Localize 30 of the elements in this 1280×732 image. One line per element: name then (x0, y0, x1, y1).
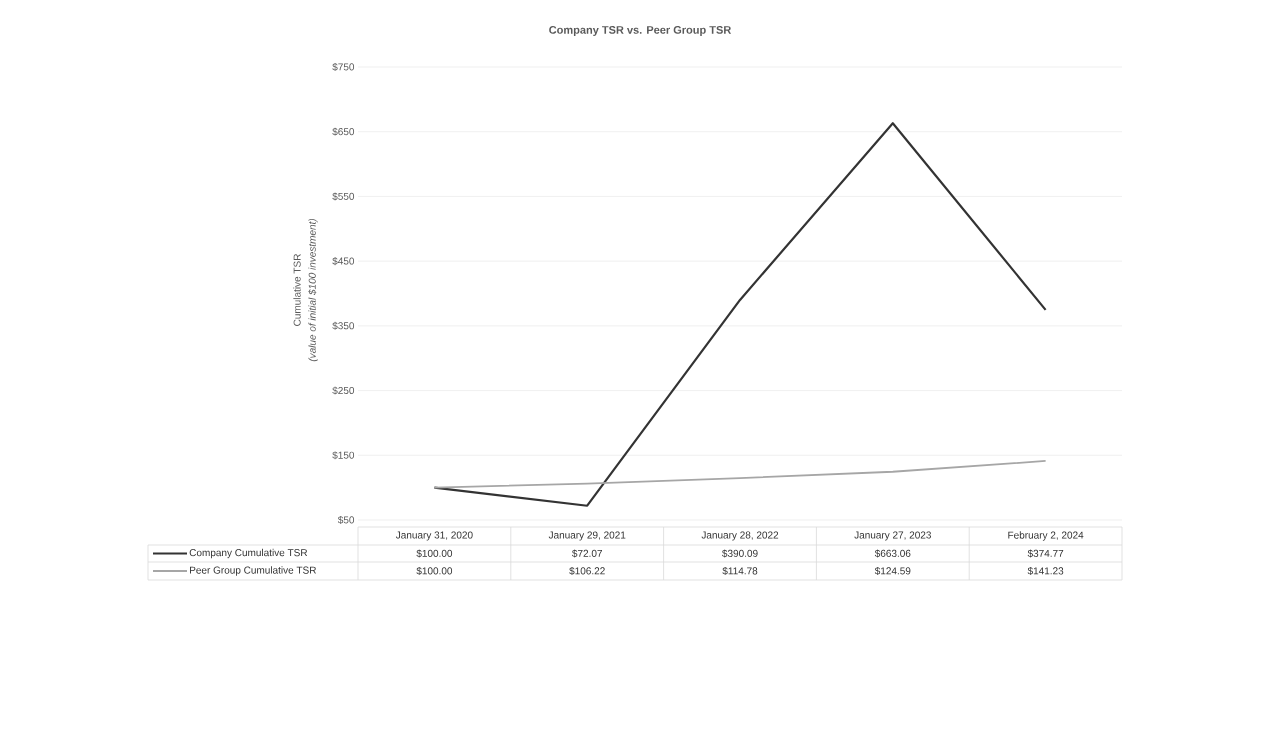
line-series (433, 460, 1047, 489)
y-tick-label: $550 (332, 192, 355, 201)
x-tick-label: January 28, 2022 (701, 531, 779, 541)
data-label: $100.00 (416, 566, 453, 576)
y-tick-label: $150 (332, 451, 355, 460)
data-label: $663.06 (874, 549, 911, 558)
data-label: $124.59 (874, 566, 911, 576)
data-label: $114.78 (722, 566, 758, 576)
data-label: $374.77 (1027, 549, 1064, 558)
y-tick-label: $650 (332, 127, 355, 136)
x-tick-label: February 2, 2024 (1008, 531, 1084, 541)
legend-label: Peer Group Cumulative TSR (190, 566, 316, 576)
data-label: $390.09 (722, 549, 758, 558)
y-axis-title: Cumulative TSR (293, 254, 301, 326)
data-label: $141.23 (1027, 566, 1064, 576)
data-label: $100.00 (416, 549, 453, 558)
y-tick-label: $50 (337, 515, 355, 525)
x-tick-label: January 29, 2021 (548, 531, 626, 541)
x-tick-label: January 31, 2020 (395, 531, 473, 541)
data-label: $72.07 (572, 549, 602, 558)
text: (value of initial $100 investment) (308, 218, 318, 362)
y-tick-label: $250 (332, 386, 355, 395)
y-tick-label: $450 (332, 257, 355, 266)
data-label: $106.22 (569, 566, 605, 576)
chart-title: Company TSR vs. Peer Group TSR (549, 26, 732, 36)
legend-label: Company Cumulative TSR (189, 548, 308, 559)
y-tick-label: $350 (332, 321, 355, 330)
y-tick-label: $750 (332, 62, 355, 72)
x-tick-label: January 27, 2023 (854, 531, 931, 541)
line-series (433, 122, 1047, 507)
